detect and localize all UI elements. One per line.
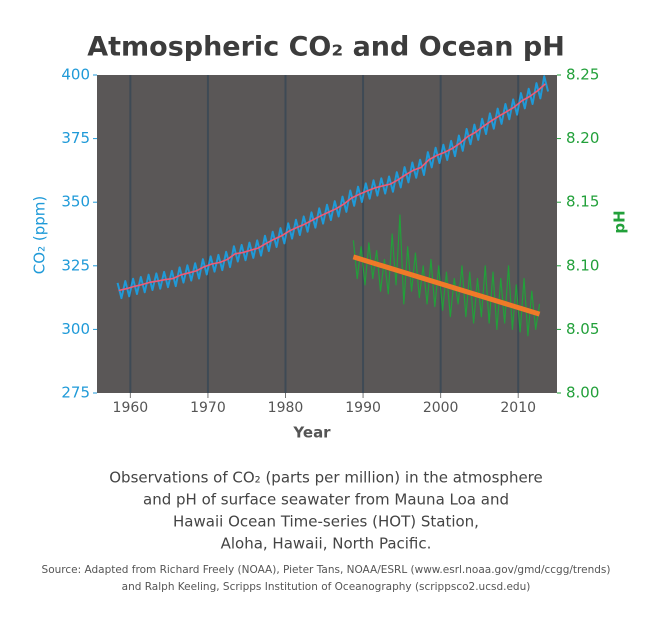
y2-tick-label: 8.00 [566, 384, 599, 402]
y2-tick-label: 8.15 [566, 193, 599, 211]
y2-tick-label: 8.20 [566, 129, 599, 147]
x-tick-label: 1980 [268, 400, 304, 416]
y-tick-label: 350 [61, 193, 90, 211]
y-tick-label: 375 [61, 129, 90, 147]
source-line: Source: Adapted from Richard Freely (NOA… [42, 564, 611, 576]
y-tick-label: 325 [61, 256, 90, 274]
y2-tick-label: 8.10 [566, 256, 599, 274]
source-line: and Ralph Keeling, Scripps Institution o… [122, 581, 531, 593]
y2-axis-label: pH [611, 210, 629, 233]
caption-line: Aloha, Hawaii, North Pacific. [221, 535, 432, 553]
series-line [352, 254, 541, 317]
x-tick-label: 1960 [113, 400, 149, 416]
series-line [352, 214, 541, 337]
y-axis-label: CO₂ (ppm) [31, 196, 49, 274]
x-tick-label: 2000 [423, 400, 459, 416]
y2-tick-label: 8.05 [566, 320, 599, 338]
series-line [118, 83, 546, 292]
x-tick-label: 1990 [345, 400, 381, 416]
y-tick-label: 300 [61, 320, 90, 338]
caption-line: Hawaii Ocean Time-series (HOT) Station, [173, 513, 479, 531]
x-tick-label: 2010 [500, 400, 536, 416]
y2-tick-label: 8.25 [566, 66, 599, 84]
chart-title: Atmospheric CO₂ and Ocean pH [87, 32, 565, 63]
caption-line: and pH of surface seawater from Mauna Lo… [143, 491, 509, 509]
x-axis-label: Year [292, 424, 331, 442]
x-tick-label: 1970 [190, 400, 226, 416]
caption-line: Observations of CO₂ (parts per million) … [109, 469, 543, 487]
y-tick-label: 275 [61, 384, 90, 402]
y-tick-label: 400 [61, 66, 90, 84]
